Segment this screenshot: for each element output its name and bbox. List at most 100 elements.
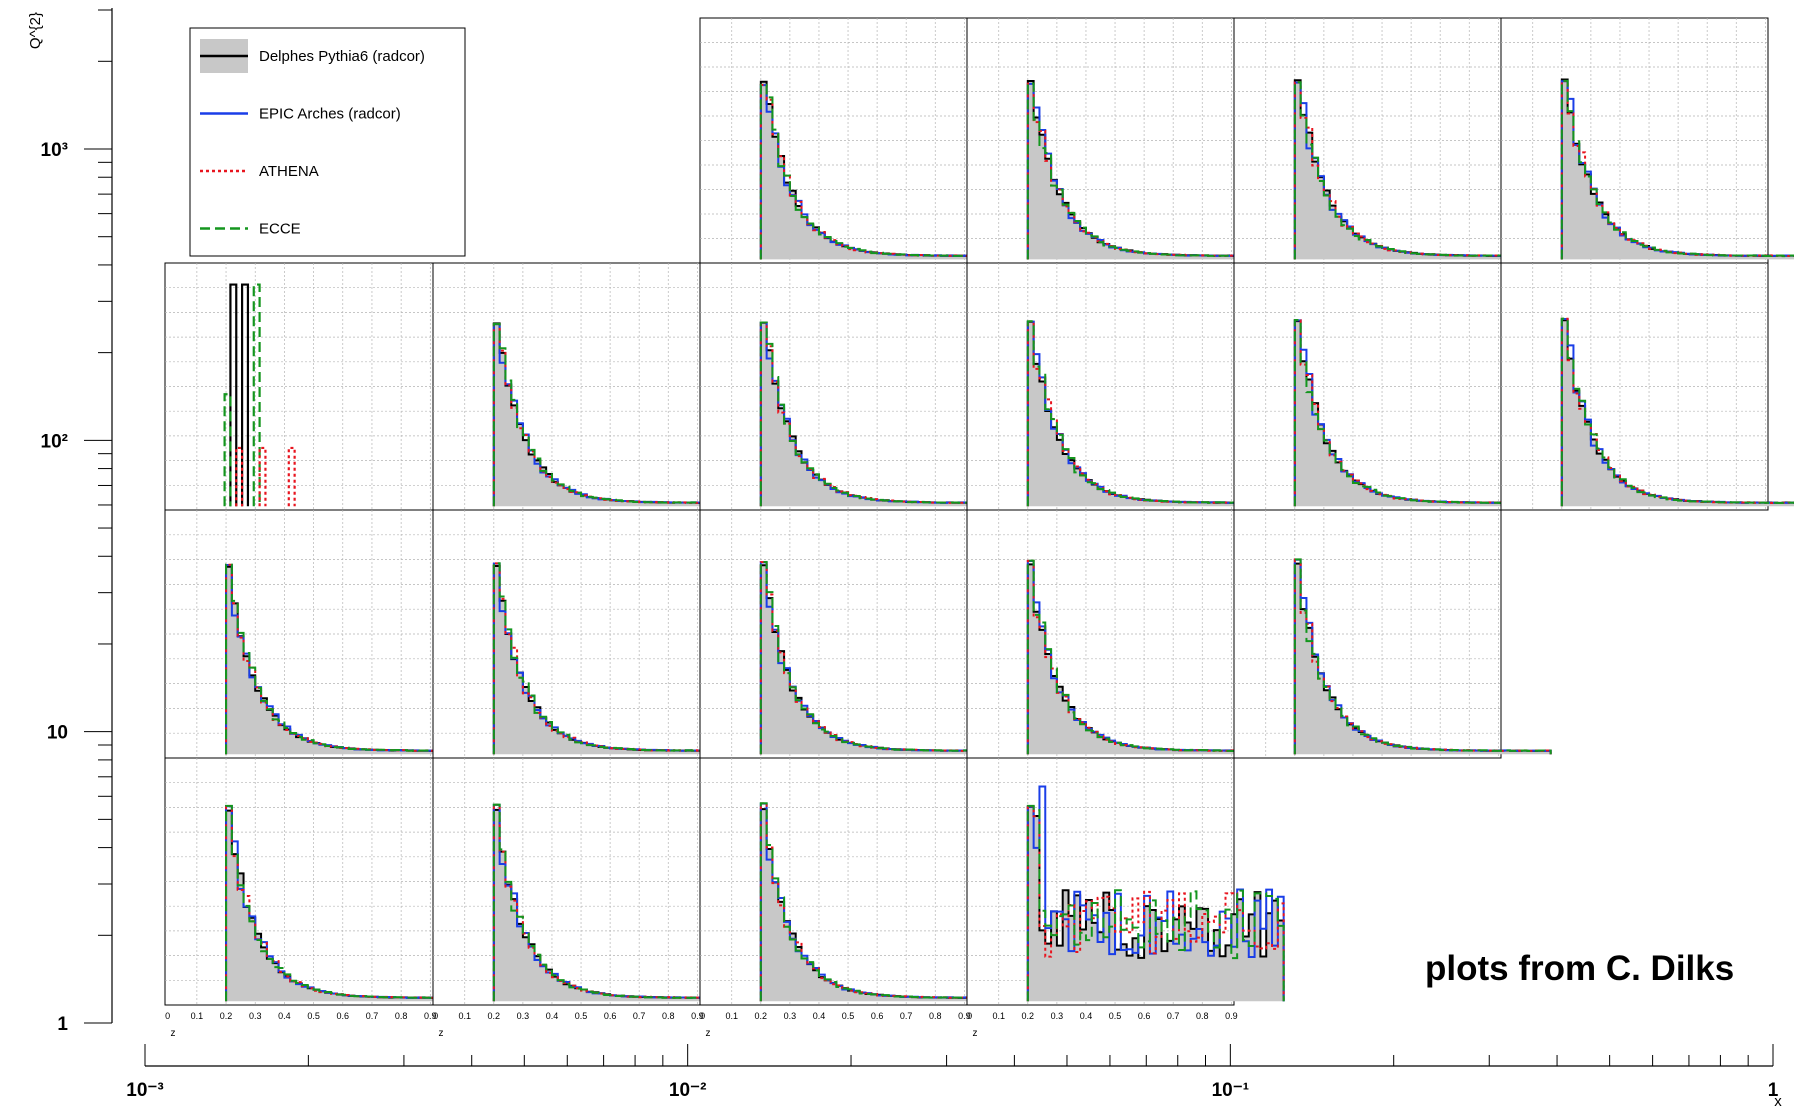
panel-x-tick-label: 0.4 xyxy=(1080,1011,1093,1021)
panel-x-tick-label: 0.6 xyxy=(337,1011,350,1021)
legend-item-label: EPIC Arches (radcor) xyxy=(259,106,401,123)
histogram-fill xyxy=(1561,320,1794,507)
panel-x-tick-label: 0.6 xyxy=(871,1011,884,1021)
panel-x-tick-label: 0.7 xyxy=(633,1011,646,1021)
panel-x-tick-label: 0.2 xyxy=(220,1011,233,1021)
axes-layer: 1 10 10² 10³ Q^{2} 10⁻³ 10⁻² 10⁻¹ 1 x xyxy=(27,8,1782,1109)
histogram-fill xyxy=(1294,321,1551,507)
panel-x-tick-label: 0.3 xyxy=(1051,1011,1064,1021)
panel-x-tick-label: 0.2 xyxy=(488,1011,501,1021)
panel-x-tick-label: 0.5 xyxy=(1109,1011,1122,1021)
panel-x-tick-label: 0.8 xyxy=(929,1011,942,1021)
x-axis-tick-label: 10⁻¹ xyxy=(1212,1080,1250,1101)
panel-x-tick-label: 0.9 xyxy=(958,1011,971,1021)
panel: 0 0.1 0.2 0.3 0.4 0.5 0.6 0.7 0.8 0.9z xyxy=(966,757,1285,1039)
y-axis-tick-label: 10² xyxy=(41,431,68,452)
histogram-fill xyxy=(1027,321,1284,507)
panel-x-tick-label: 0 xyxy=(433,1011,438,1021)
panel-x-tick-label: 0.8 xyxy=(1196,1011,1209,1021)
x-axis-label: x xyxy=(1774,1093,1782,1109)
panel-x-tick-label: 0.4 xyxy=(278,1011,291,1021)
histogram-fill xyxy=(493,565,750,755)
histogram-series-line xyxy=(1026,785,1285,1002)
legend-item-label: Delphes Pythia6 (radcor) xyxy=(259,48,425,65)
panel-x-tick-label: 0.9 xyxy=(1225,1011,1238,1021)
panel-x-tick-label: 0.1 xyxy=(191,1011,204,1021)
panel xyxy=(432,509,751,759)
panel xyxy=(164,262,434,511)
panel-x-axis-label: z xyxy=(706,1028,711,1039)
panel-x-tick-label: 0.2 xyxy=(1022,1011,1035,1021)
histogram-series-line xyxy=(1560,317,1794,507)
panel-x-tick-label: 0.3 xyxy=(784,1011,797,1021)
histogram-series-line xyxy=(1026,320,1285,507)
histogram-series-line xyxy=(1026,804,1285,1002)
panel-x-tick-label: 0.5 xyxy=(307,1011,320,1021)
credit-annotation: plots from C. Dilks xyxy=(1425,949,1734,988)
panel-x-tick-label: 0.9 xyxy=(424,1011,437,1021)
y-axis-label: Q^{2} xyxy=(27,12,44,49)
histogram-fill xyxy=(1294,80,1551,260)
panels-layer: 0 0.1 0.2 0.3 0.4 0.5 0.6 0.7 0.8 0.9z0 0.1 0.2 0.3 0… xyxy=(164,17,1794,1039)
histogram-series-line xyxy=(225,805,484,1002)
histogram-fill xyxy=(1027,81,1284,260)
legend: Delphes Pythia6 (radcor) EPIC Arches (rad… xyxy=(189,27,466,257)
histogram-bar xyxy=(235,446,244,507)
histogram-bar xyxy=(258,446,267,507)
x-axis-tick-label: 1 xyxy=(1768,1080,1779,1101)
histogram-fill xyxy=(760,565,1017,755)
panel-x-tick-label: 0.7 xyxy=(1167,1011,1180,1021)
histogram-fill xyxy=(493,809,750,1002)
panel-x-tick-label: 0.2 xyxy=(755,1011,768,1021)
x-axis-tick-label: 10⁻³ xyxy=(126,1080,164,1101)
panel-x-tick-label: 0.7 xyxy=(366,1011,379,1021)
panel-x-tick-label: 0 xyxy=(165,1011,170,1021)
histogram-series-line xyxy=(225,563,484,755)
panel-x-tick-label: 0.1 xyxy=(725,1011,738,1021)
panel-x-tick-label: 0.4 xyxy=(546,1011,559,1021)
histogram-bar xyxy=(240,283,250,507)
histogram-fill xyxy=(226,566,483,755)
panel-x-tick-label: 0.4 xyxy=(813,1011,826,1021)
y-axis-tick-label: 10³ xyxy=(41,140,68,161)
panel-x-tick-label: 0.3 xyxy=(517,1011,530,1021)
panel-x-tick-label: 0.3 xyxy=(249,1011,262,1021)
histogram-fill xyxy=(226,810,483,1002)
panel-x-tick-label: 0.8 xyxy=(662,1011,675,1021)
histogram-fill xyxy=(760,81,1017,260)
panel-x-tick-label: 0.1 xyxy=(992,1011,1005,1021)
panel-x-axis-label: z xyxy=(171,1028,176,1039)
panel-x-axis-label: z xyxy=(973,1028,978,1039)
histogram-bar xyxy=(252,283,261,507)
panel xyxy=(1233,509,1552,759)
panel-x-tick-label: 0.9 xyxy=(691,1011,704,1021)
panel xyxy=(1233,262,1552,511)
histogram-series-line xyxy=(1560,79,1794,260)
histogram-series-line xyxy=(759,560,1018,755)
panel xyxy=(966,262,1285,511)
legend-item-label: ATHENA xyxy=(259,163,319,180)
panel xyxy=(1500,262,1794,511)
panel-x-tick-label: 0.6 xyxy=(604,1011,617,1021)
panel xyxy=(164,509,484,759)
panel-x-tick-label: 0.5 xyxy=(575,1011,588,1021)
panel xyxy=(1233,17,1552,264)
panel: 0 0.1 0.2 0.3 0.4 0.5 0.6 0.7 0.8 0.9z xyxy=(699,757,1018,1039)
histogram-fill xyxy=(760,809,1017,1002)
panel-x-tick-label: 0.1 xyxy=(458,1011,471,1021)
histogram-bar xyxy=(229,283,238,507)
histogram-fill xyxy=(1294,563,1551,755)
y-axis-tick-label: 1 xyxy=(57,1014,68,1035)
histogram-series-line xyxy=(1293,558,1552,755)
histogram-series-line xyxy=(492,562,751,755)
panel-x-tick-label: 0.8 xyxy=(395,1011,408,1021)
panel-x-axis-label: z xyxy=(439,1028,444,1039)
x-axis-tick-label: 10⁻² xyxy=(669,1080,707,1101)
panel xyxy=(1500,17,1794,264)
panel-x-tick-label: 0 xyxy=(700,1011,705,1021)
y-axis-ticks: 1 10 10² 10³ xyxy=(41,9,112,1035)
histogram-fill xyxy=(1561,79,1794,260)
panel xyxy=(699,262,1018,511)
histogram-fill xyxy=(1027,564,1284,755)
